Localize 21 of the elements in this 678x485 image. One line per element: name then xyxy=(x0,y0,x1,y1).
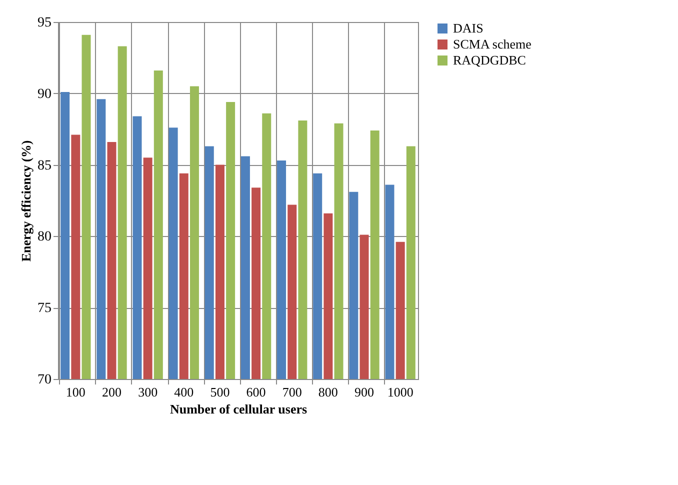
y-tick-label: 70 xyxy=(38,372,52,388)
y-tick-label: 90 xyxy=(38,86,52,102)
x-tick-label: 700 xyxy=(282,384,302,400)
x-axis-title: Number of cellular users xyxy=(170,402,308,416)
x-tick-label: 1000 xyxy=(387,384,414,400)
x-tick-label: 200 xyxy=(102,384,122,400)
x-tick-label: 900 xyxy=(354,384,374,400)
legend-label: RAQDGDBC xyxy=(453,52,526,68)
x-tick-label: 300 xyxy=(138,384,158,400)
y-tick-label: 95 xyxy=(38,16,52,30)
legend-label: SCMA scheme xyxy=(453,36,532,52)
x-tick-label: 400 xyxy=(174,384,194,400)
x-tick-label: 100 xyxy=(66,384,86,400)
y-tick-label: 80 xyxy=(38,230,52,245)
x-tick-label: 500 xyxy=(210,384,230,400)
x-tick-label: 800 xyxy=(318,384,338,400)
legend-label: DAIS xyxy=(453,20,484,36)
x-tick-label: 600 xyxy=(246,384,266,400)
y-tick-label: 85 xyxy=(38,158,52,174)
y-axis-title: Energy efficiency (%) xyxy=(18,140,34,262)
y-tick-label: 75 xyxy=(38,301,52,316)
